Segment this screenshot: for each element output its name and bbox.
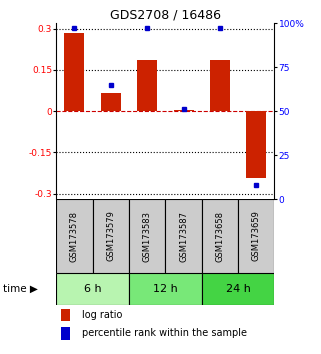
Bar — [129, 199, 165, 273]
Text: 6 h: 6 h — [84, 284, 101, 294]
Text: percentile rank within the sample: percentile rank within the sample — [82, 328, 247, 338]
Bar — [61, 309, 70, 321]
Text: GSM173587: GSM173587 — [179, 211, 188, 262]
Bar — [173, 110, 194, 111]
Text: log ratio: log ratio — [82, 310, 123, 320]
Bar — [101, 93, 121, 111]
Text: GSM173579: GSM173579 — [106, 211, 115, 262]
Text: GSM173659: GSM173659 — [252, 211, 261, 262]
Bar — [61, 327, 70, 339]
Text: time ▶: time ▶ — [3, 284, 38, 294]
Bar — [238, 199, 274, 273]
Bar — [210, 60, 230, 111]
Bar — [129, 273, 202, 305]
Bar — [165, 199, 202, 273]
Text: 24 h: 24 h — [226, 284, 250, 294]
Text: GSM173658: GSM173658 — [215, 211, 224, 262]
Bar — [64, 33, 84, 111]
Bar — [56, 199, 92, 273]
Text: GSM173583: GSM173583 — [143, 211, 152, 262]
Title: GDS2708 / 16486: GDS2708 / 16486 — [110, 9, 221, 22]
Bar — [202, 199, 238, 273]
Bar — [137, 60, 157, 111]
Text: GSM173578: GSM173578 — [70, 211, 79, 262]
Text: 12 h: 12 h — [153, 284, 178, 294]
Bar — [92, 199, 129, 273]
Bar — [56, 273, 129, 305]
Bar — [202, 273, 274, 305]
Bar — [246, 111, 266, 178]
